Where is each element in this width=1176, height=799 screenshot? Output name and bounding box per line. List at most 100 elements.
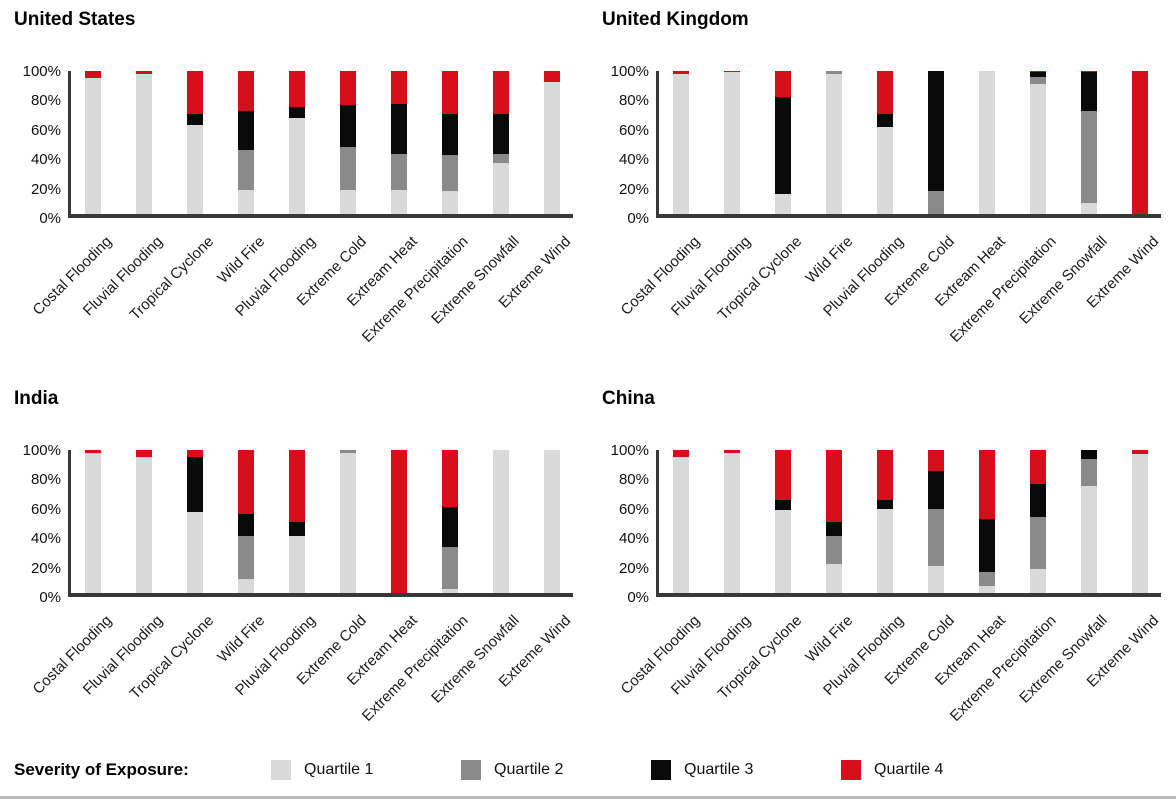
segment-quartile-1 bbox=[187, 511, 203, 593]
segment-quartile-1 bbox=[979, 585, 995, 593]
segment-quartile-4 bbox=[826, 450, 842, 522]
x-tick-label: Extreme Snowfall bbox=[1016, 612, 1112, 707]
bar-extreme-cold bbox=[928, 71, 944, 214]
segment-quartile-3 bbox=[979, 518, 995, 572]
segment-quartile-1 bbox=[928, 565, 944, 593]
x-tick-label: Extreme Snowfall bbox=[1016, 233, 1112, 328]
segment-quartile-2 bbox=[826, 535, 842, 565]
y-tick-label: 80% bbox=[618, 92, 649, 110]
chart-plot-india: 100% 80% 60% 40% 20% 0% Costal Flooding Fluvial… bbox=[14, 443, 588, 752]
quartile-1-swatch-icon bbox=[271, 760, 291, 780]
segment-quartile-2 bbox=[1030, 76, 1046, 84]
bar-extream-heat bbox=[979, 450, 995, 593]
segment-quartile-4 bbox=[1030, 71, 1046, 73]
segment-quartile-3 bbox=[238, 111, 254, 150]
bar-extreme-wind bbox=[544, 71, 560, 214]
y-tick-label: 20% bbox=[30, 559, 61, 577]
segment-quartile-1 bbox=[493, 450, 509, 593]
plot-area bbox=[68, 450, 573, 597]
segment-quartile-4 bbox=[775, 71, 791, 97]
bar-extreme-snowfall bbox=[1081, 450, 1097, 593]
bar-pluvial-flooding bbox=[877, 450, 893, 593]
segment-quartile-1 bbox=[724, 452, 740, 593]
segment-quartile-2 bbox=[493, 153, 509, 163]
segment-quartile-3 bbox=[493, 113, 509, 154]
segment-quartile-3 bbox=[826, 521, 842, 536]
bar-extreme-snowfall bbox=[1081, 71, 1097, 214]
segment-quartile-4 bbox=[1132, 71, 1148, 214]
segment-quartile-4 bbox=[136, 71, 152, 74]
segment-quartile-1 bbox=[979, 71, 995, 214]
segment-quartile-4 bbox=[1132, 450, 1148, 455]
segment-quartile-1 bbox=[493, 162, 509, 214]
segment-quartile-4 bbox=[442, 71, 458, 114]
quartile-2-swatch-icon bbox=[461, 760, 481, 780]
x-axis-labels: Costal Flooding Fluvial Flooding Tropical … bbox=[617, 229, 1164, 373]
legend-label-quartile-4: Quartile 4 bbox=[874, 761, 944, 778]
segment-quartile-1 bbox=[442, 191, 458, 214]
segment-quartile-4 bbox=[493, 71, 509, 114]
segment-quartile-3 bbox=[877, 113, 893, 127]
bar-pluvial-flooding bbox=[289, 450, 305, 593]
segment-quartile-4 bbox=[289, 71, 305, 107]
chart-plot-united-kingdom: 100% 80% 60% 40% 20% 0% Costal Flooding Fluvial… bbox=[602, 64, 1176, 373]
y-tick-label: 60% bbox=[30, 121, 61, 139]
x-axis-labels: Costal Flooding Fluvial Flooding Tropical … bbox=[29, 229, 576, 373]
legend-title: Severity of Exposure: bbox=[14, 760, 189, 779]
segment-quartile-1 bbox=[289, 535, 305, 593]
legend-item-quartile-3: Quartile 3 bbox=[651, 760, 841, 780]
y-tick-label: 80% bbox=[618, 471, 649, 489]
segment-quartile-1 bbox=[673, 73, 689, 214]
bar-tropical-cyclone bbox=[775, 450, 791, 593]
segment-quartile-1 bbox=[340, 189, 356, 214]
y-tick-label: 40% bbox=[618, 151, 649, 169]
y-tick-label: 0% bbox=[39, 210, 61, 227]
bar-pluvial-flooding bbox=[877, 71, 893, 214]
segment-quartile-3 bbox=[238, 514, 254, 536]
segment-quartile-1 bbox=[544, 450, 560, 593]
chart-india: India 100% 80% 60% 40% 20% 0% Costal Flooding F… bbox=[0, 387, 588, 752]
segment-quartile-4 bbox=[391, 450, 407, 593]
y-tick-label: 0% bbox=[627, 589, 649, 606]
y-tick-label: 100% bbox=[610, 442, 649, 459]
bar-extreme-wind bbox=[1132, 71, 1148, 214]
y-tick-label: 80% bbox=[30, 471, 61, 489]
segment-quartile-2 bbox=[340, 450, 356, 453]
bar-costal-flooding bbox=[673, 71, 689, 214]
segment-quartile-3 bbox=[391, 103, 407, 154]
y-tick-label: 100% bbox=[22, 442, 61, 459]
bar-extreme-cold bbox=[340, 450, 356, 593]
plot-area bbox=[656, 450, 1161, 597]
segment-quartile-3 bbox=[442, 507, 458, 548]
charts-grid: United States 100% 80% 60% 40% 20% 0% Costal F… bbox=[0, 9, 1176, 752]
segment-quartile-4 bbox=[673, 71, 689, 74]
bar-fluvial-flooding bbox=[136, 450, 152, 593]
segment-quartile-3 bbox=[1030, 484, 1046, 518]
bar-extreme-snowfall bbox=[493, 71, 509, 214]
segment-quartile-1 bbox=[877, 126, 893, 214]
bar-extream-heat bbox=[391, 450, 407, 593]
segment-quartile-1 bbox=[238, 578, 254, 593]
segment-quartile-4 bbox=[391, 71, 407, 104]
bar-extreme-precipitation bbox=[1030, 71, 1046, 214]
segment-quartile-4 bbox=[724, 450, 740, 453]
segment-quartile-2 bbox=[1081, 458, 1097, 486]
y-tick-label: 0% bbox=[39, 589, 61, 606]
bar-tropical-cyclone bbox=[775, 71, 791, 214]
segment-quartile-1 bbox=[289, 118, 305, 214]
chart-title-united-states: United States bbox=[14, 9, 136, 30]
segment-quartile-3 bbox=[775, 500, 791, 511]
segment-quartile-1 bbox=[1030, 83, 1046, 214]
segment-quartile-2 bbox=[340, 146, 356, 190]
segment-quartile-1 bbox=[391, 189, 407, 214]
bar-costal-flooding bbox=[673, 450, 689, 593]
segment-quartile-3 bbox=[1030, 72, 1046, 77]
x-axis-labels: Costal Flooding Fluvial Flooding Tropical … bbox=[617, 608, 1164, 752]
bar-extreme-precipitation bbox=[442, 450, 458, 593]
segment-quartile-1 bbox=[136, 457, 152, 593]
y-tick-label: 20% bbox=[618, 559, 649, 577]
legend: Severity of Exposure: Quartile 1 Quartil… bbox=[14, 760, 1176, 780]
segment-quartile-1 bbox=[1030, 568, 1046, 593]
bar-extreme-wind bbox=[544, 450, 560, 593]
segment-quartile-1 bbox=[340, 452, 356, 593]
